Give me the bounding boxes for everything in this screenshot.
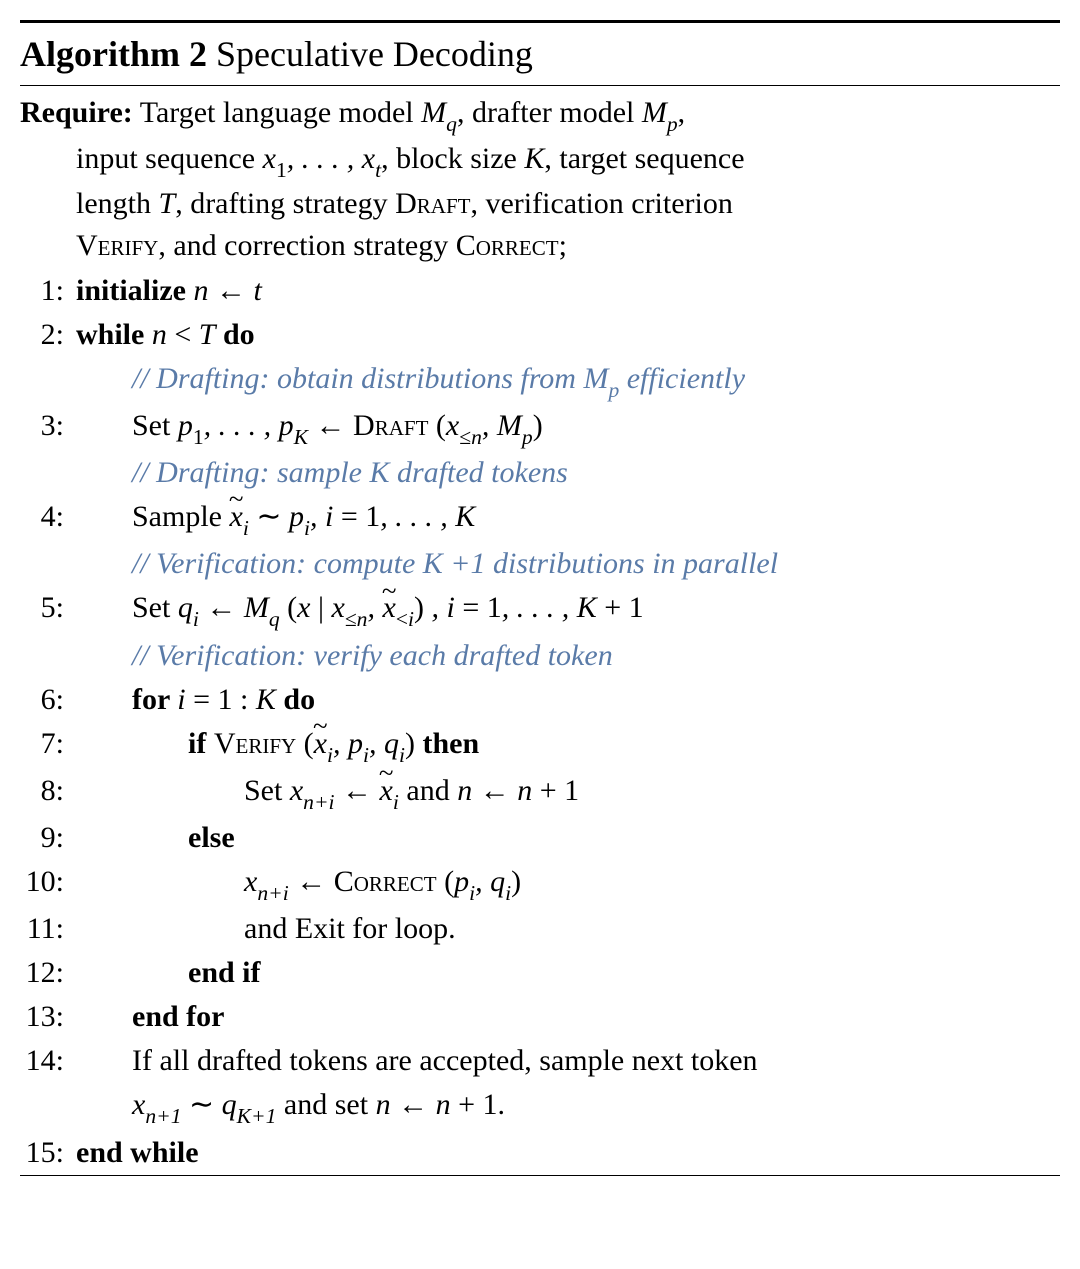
algo-step-line: 1:initialize n ← t — [20, 269, 1060, 313]
line-number: 2: — [20, 314, 76, 356]
line-content: If all drafted tokens are accepted, samp… — [76, 1040, 1060, 1082]
line-number: 4: — [20, 496, 76, 538]
algo-step-line: // Verification: compute K +1 distributi… — [20, 542, 1060, 586]
algorithm-title: Algorithm 2 Speculative Decoding — [20, 23, 1060, 85]
algo-step-line: 8:Set xn+i ← xi and n ← n + 1 — [20, 769, 1060, 816]
line-content: // Drafting: obtain distributions from M… — [76, 358, 1060, 403]
line-number: 14: — [20, 1040, 76, 1082]
algorithm-block: Algorithm 2 Speculative Decoding Require… — [20, 20, 1060, 1176]
line-content: Sample xi ∼ pi, i = 1, . . . , K — [76, 496, 1060, 541]
require-line-3: length T, drafting strategy Draft, verif… — [20, 183, 1060, 225]
require-line-4: Verify, and correction strategy Correct; — [20, 225, 1060, 267]
line-number: 8: — [20, 770, 76, 812]
algo-step-line: 12:end if — [20, 951, 1060, 995]
line-content: Set p1, . . . , pK ← Draft (x≤n, Mp) — [76, 405, 1060, 450]
algo-step-line: 13:end for — [20, 995, 1060, 1039]
algo-label: Algorithm 2 — [20, 34, 207, 74]
algo-step-line: xn+1 ∼ qK+1 and set n ← n + 1. — [20, 1083, 1060, 1130]
line-number: 11: — [20, 908, 76, 950]
line-content: while n < T do — [76, 314, 1060, 356]
algo-step-line: 2:while n < T do — [20, 313, 1060, 357]
line-number: 7: — [20, 723, 76, 765]
algo-step-line: // Drafting: sample K drafted tokens — [20, 451, 1060, 495]
line-content: Set qi ← Mq (x | x≤n, x<i) , i = 1, . . … — [76, 587, 1060, 632]
algo-step-line: 14:If all drafted tokens are accepted, s… — [20, 1039, 1060, 1083]
algo-step-line: 9:else — [20, 816, 1060, 860]
line-content: if Verify (xi, pi, qi) then — [76, 723, 1060, 768]
line-number: 1: — [20, 270, 76, 312]
algo-step-line: 10:xn+i ← Correct (pi, qi) — [20, 860, 1060, 907]
require-block: Require: Target language model Mq, draft… — [20, 86, 1060, 268]
line-content: // Drafting: sample K drafted tokens — [76, 452, 1060, 494]
bottom-rule — [20, 1175, 1060, 1176]
algo-step-line: 11:and Exit for loop. — [20, 907, 1060, 951]
line-content: end if — [76, 952, 1060, 994]
line-number: 3: — [20, 405, 76, 447]
algo-step-line: // Verification: verify each drafted tok… — [20, 634, 1060, 678]
line-number: 12: — [20, 952, 76, 994]
line-number: 15: — [20, 1132, 76, 1174]
line-content: xn+i ← Correct (pi, qi) — [76, 861, 1060, 906]
require-label: Require: — [20, 96, 133, 129]
line-content: end for — [76, 996, 1060, 1038]
line-content: xn+1 ∼ qK+1 and set n ← n + 1. — [76, 1084, 1060, 1129]
steps-container: 1:initialize n ← t2:while n < T do// Dra… — [20, 269, 1060, 1175]
algo-name: Speculative Decoding — [216, 34, 533, 74]
algo-step-line: 7:if Verify (xi, pi, qi) then — [20, 722, 1060, 769]
line-content: end while — [76, 1132, 1060, 1174]
line-number: 6: — [20, 679, 76, 721]
line-content: initialize n ← t — [76, 270, 1060, 312]
line-content: // Verification: verify each drafted tok… — [76, 635, 1060, 677]
line-content: else — [76, 817, 1060, 859]
algo-step-line: 4:Sample xi ∼ pi, i = 1, . . . , K — [20, 495, 1060, 542]
algo-step-line: 6:for i = 1 : K do — [20, 678, 1060, 722]
line-number: 9: — [20, 817, 76, 859]
line-number: 13: — [20, 996, 76, 1038]
require-line-1: Require: Target language model Mq, draft… — [20, 92, 1060, 137]
line-number: 5: — [20, 587, 76, 629]
line-content: Set xn+i ← xi and n ← n + 1 — [76, 770, 1060, 815]
require-line-2: input sequence x1, . . . , xt, block siz… — [20, 138, 1060, 183]
line-content: for i = 1 : K do — [76, 679, 1060, 721]
algo-step-line: 5:Set qi ← Mq (x | x≤n, x<i) , i = 1, . … — [20, 586, 1060, 633]
line-number: 10: — [20, 861, 76, 903]
algo-step-line: // Drafting: obtain distributions from M… — [20, 357, 1060, 404]
algo-step-line: 3:Set p1, . . . , pK ← Draft (x≤n, Mp) — [20, 404, 1060, 451]
line-content: // Verification: compute K +1 distributi… — [76, 543, 1060, 585]
line-content: and Exit for loop. — [76, 908, 1060, 950]
algo-step-line: 15:end while — [20, 1131, 1060, 1175]
